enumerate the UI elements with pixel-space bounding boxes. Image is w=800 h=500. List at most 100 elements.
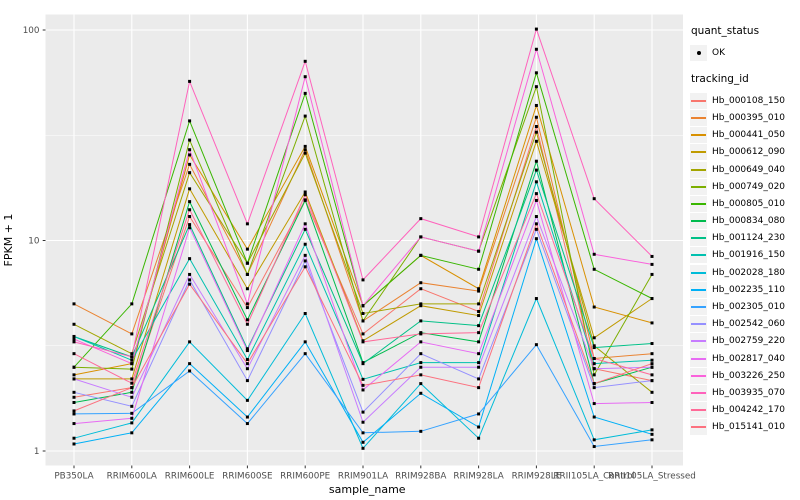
data-point [650,400,654,404]
data-point [72,409,76,413]
data-point [592,382,596,386]
data-point [72,390,76,394]
data-point [592,305,596,309]
legend-item-label: Hb_002028_180 [712,267,786,278]
data-point [477,425,481,429]
data-point [650,272,654,276]
x-tick-label: RRIM600LA [107,472,157,482]
data-point [72,322,76,326]
legend-item-label: Hb_015141_010 [712,422,786,433]
data-point [303,198,307,202]
series-color-line-icon [691,288,706,291]
data-point [592,438,596,442]
data-point [419,365,423,369]
data-point [419,287,423,291]
data-point [477,377,481,381]
data-point [650,390,654,394]
legend-key-swatch [690,316,707,333]
series-color-line-icon [691,220,706,223]
legend-key-swatch [690,350,707,367]
data-point [188,79,192,83]
data-point [188,148,192,152]
data-point [419,319,423,323]
series-color-line-icon [691,357,706,360]
data-point [477,324,481,328]
data-point [303,352,307,356]
data-point [245,222,249,226]
data-point [592,362,596,366]
data-point [130,381,134,385]
data-point [303,227,307,231]
legend-item-Hb_003226_250: Hb_003226_250 [690,367,800,384]
legend-item-label: Hb_002235_110 [712,284,786,295]
data-point [534,198,538,202]
data-point [534,85,538,89]
legend-item-Hb_002542_060: Hb_002542_060 [690,316,800,333]
data-point [188,272,192,276]
data-point [650,297,654,301]
data-point [188,257,192,261]
data-point [592,252,596,256]
data-point [303,259,307,263]
data-point [650,358,654,362]
data-point [592,445,596,449]
data-point [592,357,596,361]
legend-tracking-id-items: Hb_000108_150 Hb_000395_010 Hb_000441_050 H… [690,92,800,436]
data-point [534,115,538,119]
x-tick-label: RRIM600SE [222,472,272,482]
series-color-line-icon [691,391,706,394]
data-point [650,373,654,377]
legend-item-label: Hb_002542_060 [712,319,786,330]
data-point [477,289,481,293]
data-point [534,139,538,143]
data-point [477,331,481,335]
data-point [245,367,249,371]
data-point [245,247,249,251]
data-point [419,352,423,356]
legend-item-Hb_002028_180: Hb_002028_180 [690,264,800,281]
data-point [534,343,538,347]
legend-item-Hb_000805_010: Hb_000805_010 [690,195,800,212]
legend-item-label: Hb_000395_010 [712,112,786,123]
series-color-line-icon [691,254,706,257]
data-point [188,282,192,286]
legend-item-Hb_015141_010: Hb_015141_010 [690,419,800,436]
legend-item-label: Hb_004242_170 [712,405,786,416]
data-point [477,412,481,416]
data-point [245,302,249,306]
data-point [303,144,307,148]
data-point [650,254,654,258]
series-color-line-icon [691,185,706,188]
legend-item-label: OK [712,47,725,58]
data-point [245,347,249,351]
data-point [361,440,365,444]
data-point [130,358,134,362]
data-point [419,332,423,336]
data-point [245,349,249,353]
data-point [534,47,538,51]
data-point [130,386,134,390]
data-point [477,352,481,356]
data-point [303,59,307,63]
data-point [650,321,654,325]
data-point [130,367,134,371]
data-point [592,367,596,371]
data-point [303,193,307,197]
legend-key-swatch [690,195,707,212]
data-point [188,153,192,157]
data-point [72,400,76,404]
data-point [72,442,76,446]
legend-key-ok [690,44,707,61]
legend-item-label: Hb_000805_010 [712,198,786,209]
series-color-line-icon [691,237,706,240]
data-point [188,162,192,166]
legend-key-swatch [690,281,707,298]
series-color-line-icon [691,426,706,429]
legend-item-Hb_000108_150: Hb_000108_150 [690,92,800,109]
y-tick-label: 1 [34,447,40,457]
data-point [188,362,192,366]
data-point [188,369,192,373]
data-point [72,422,76,426]
legend-item-Hb_004242_170: Hb_004242_170 [690,402,800,419]
data-point [188,208,192,212]
